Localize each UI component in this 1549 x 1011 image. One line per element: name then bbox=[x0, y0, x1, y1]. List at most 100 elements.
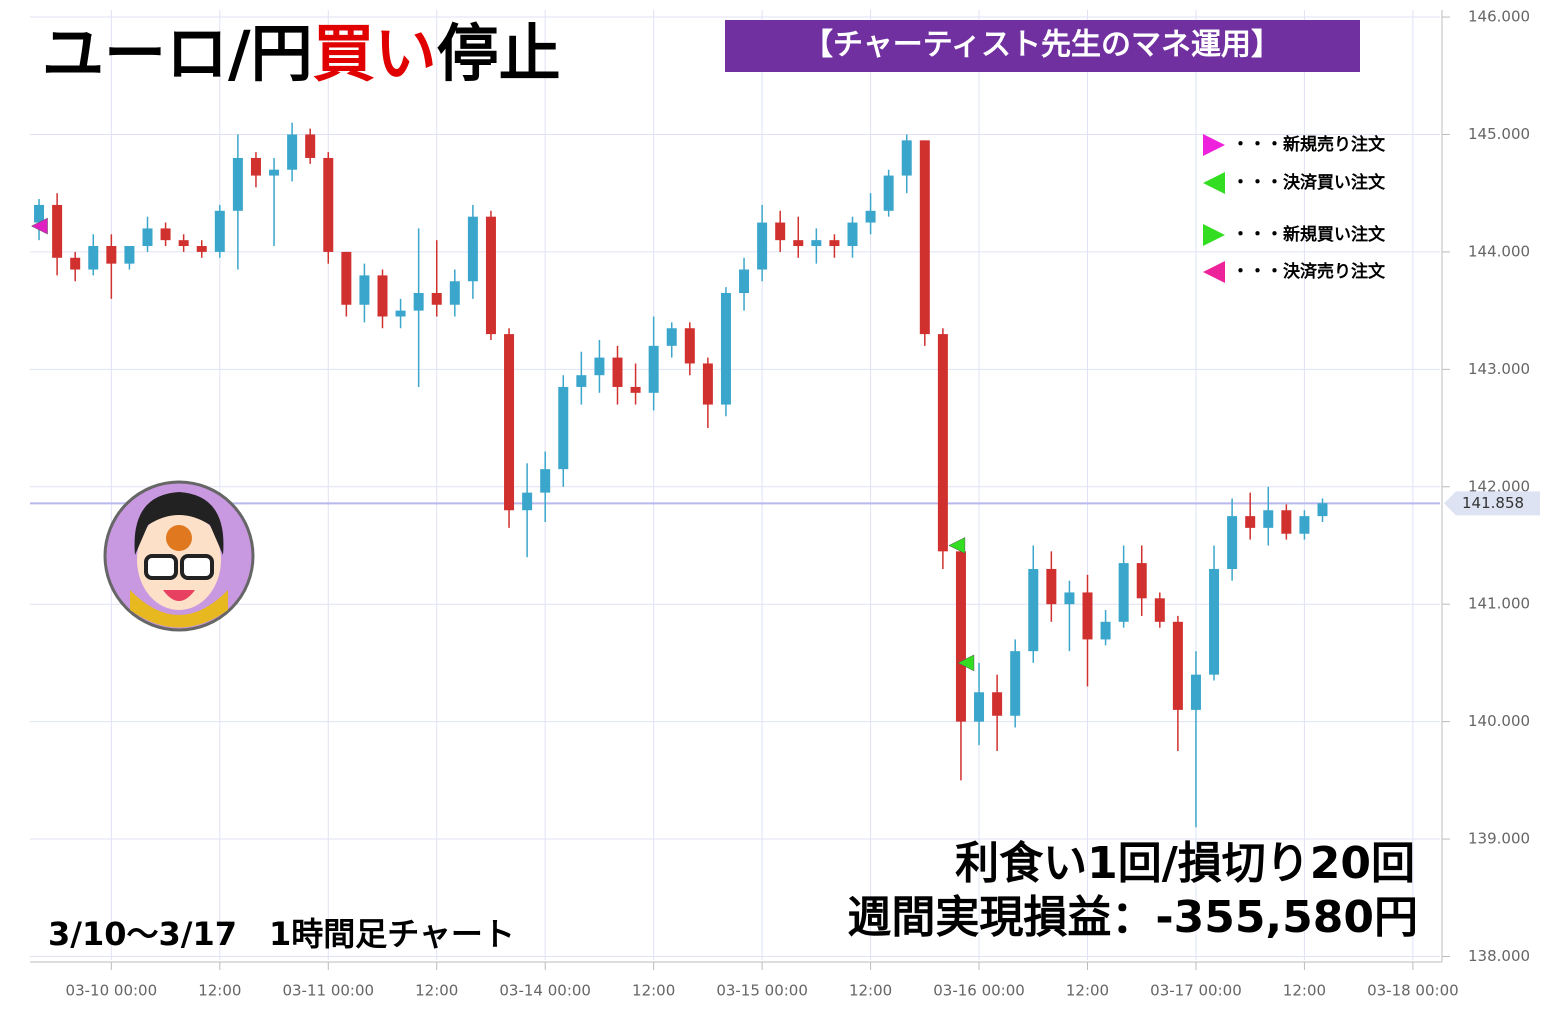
result-trades: 利食い1回/損切り20回 bbox=[955, 838, 1415, 889]
order-marker bbox=[30, 217, 48, 235]
x-tick-label: 12:00 bbox=[1066, 982, 1109, 1000]
candle-body bbox=[124, 246, 135, 264]
candle-body bbox=[359, 275, 370, 305]
candle-body bbox=[142, 228, 153, 247]
x-tick-label: 03-18 00:00 bbox=[1367, 982, 1459, 1000]
candle-body bbox=[630, 386, 641, 393]
candle-body bbox=[269, 169, 280, 176]
title-part: 停止 bbox=[437, 17, 561, 90]
candle-body bbox=[558, 386, 569, 470]
candle-body bbox=[612, 357, 623, 387]
candle-body bbox=[684, 328, 695, 364]
candle-body bbox=[377, 275, 388, 317]
candle-body bbox=[702, 363, 713, 405]
candle-body bbox=[449, 281, 460, 305]
legend-label: ・・・決済買い注文 bbox=[1232, 172, 1386, 193]
candle-body bbox=[1046, 568, 1057, 605]
candle-body bbox=[883, 175, 894, 211]
x-tick-label: 03-11 00:00 bbox=[282, 982, 374, 1000]
x-tick-label: 12:00 bbox=[415, 982, 458, 1000]
candle-body bbox=[431, 293, 442, 305]
candle-body bbox=[232, 157, 243, 211]
candle-body bbox=[865, 210, 876, 223]
candle-body bbox=[34, 204, 45, 223]
y-tick-label: 139.000 bbox=[1468, 830, 1530, 848]
candle-body bbox=[413, 293, 424, 311]
y-tick-label: 144.000 bbox=[1468, 242, 1530, 260]
candle-body bbox=[1064, 592, 1075, 605]
candle-body bbox=[974, 692, 985, 722]
candle-body bbox=[214, 210, 225, 252]
candle-body bbox=[1010, 651, 1021, 716]
candle-body bbox=[1118, 563, 1129, 622]
candle-body bbox=[522, 492, 533, 511]
candle-body bbox=[775, 222, 786, 241]
candle-body bbox=[323, 157, 334, 252]
candle-body bbox=[395, 310, 406, 317]
candle-body bbox=[829, 240, 840, 247]
x-tick-label: 03-16 00:00 bbox=[933, 982, 1025, 1000]
candle-body bbox=[847, 222, 858, 247]
candle-body bbox=[666, 328, 677, 346]
candle-body bbox=[1172, 621, 1183, 710]
candle-body bbox=[485, 216, 496, 335]
candle-body bbox=[594, 357, 605, 376]
candle-body bbox=[287, 134, 298, 170]
candle-body bbox=[341, 251, 352, 305]
x-tick-label: 03-14 00:00 bbox=[499, 982, 591, 1000]
candle-body bbox=[1082, 592, 1093, 640]
candle-body bbox=[1209, 568, 1220, 675]
x-tick-label: 12:00 bbox=[632, 982, 675, 1000]
y-tick-label: 140.000 bbox=[1468, 712, 1530, 730]
legend-symbol bbox=[1203, 134, 1225, 156]
candle-body bbox=[901, 140, 912, 176]
candle-body bbox=[467, 216, 478, 282]
legend-symbol bbox=[1203, 172, 1225, 194]
candle-body bbox=[992, 692, 1003, 716]
candle-body bbox=[937, 334, 948, 552]
candle-body bbox=[919, 140, 930, 335]
y-tick-label: 142.000 bbox=[1468, 477, 1530, 495]
candle-body bbox=[793, 240, 804, 247]
y-tick-label: 141.000 bbox=[1468, 595, 1530, 613]
candle-body bbox=[250, 157, 261, 176]
candle-body bbox=[1281, 510, 1292, 534]
candle-body bbox=[739, 269, 750, 294]
candle-body bbox=[70, 257, 81, 270]
candle-body bbox=[88, 246, 99, 270]
legend-label: ・・・決済売り注文 bbox=[1232, 261, 1386, 282]
title-part: ユーロ/円 bbox=[42, 17, 313, 90]
badge: 【チャーティスト先生のマネ運用】 bbox=[803, 28, 1281, 63]
x-tick-label: 03-15 00:00 bbox=[716, 982, 808, 1000]
x-tick-label: 03-10 00:00 bbox=[66, 982, 158, 1000]
y-tick-label: 138.000 bbox=[1468, 947, 1530, 965]
x-tick-label: 12:00 bbox=[198, 982, 241, 1000]
candle-body bbox=[648, 345, 659, 393]
candle-body bbox=[1190, 674, 1201, 710]
order-marker bbox=[957, 654, 975, 672]
candle-body bbox=[196, 246, 207, 252]
y-tick-label: 146.000 bbox=[1468, 8, 1530, 26]
candle-body bbox=[1227, 516, 1238, 569]
candle-body bbox=[1299, 516, 1310, 534]
x-tick-label: 12:00 bbox=[1283, 982, 1326, 1000]
candle-body bbox=[540, 469, 551, 493]
legend-label: ・・・新規買い注文 bbox=[1232, 224, 1386, 245]
candle-body bbox=[576, 375, 587, 387]
y-tick-label: 145.000 bbox=[1468, 125, 1530, 143]
legend-label: ・・・新規売り注文 bbox=[1232, 134, 1386, 155]
candle-body bbox=[811, 240, 822, 247]
candle-body bbox=[106, 246, 117, 264]
title-part: 買い bbox=[313, 17, 437, 90]
legend-symbol bbox=[1203, 224, 1225, 246]
candle-body bbox=[1136, 563, 1147, 599]
x-tick-label: 12:00 bbox=[849, 982, 892, 1000]
candle-body bbox=[1154, 598, 1165, 622]
candle-body bbox=[52, 204, 63, 258]
candle-body bbox=[1245, 516, 1256, 528]
candle-body bbox=[955, 551, 966, 722]
candle-body bbox=[160, 228, 171, 241]
current-price-box bbox=[1444, 491, 1540, 516]
legend-symbol bbox=[1203, 261, 1225, 283]
